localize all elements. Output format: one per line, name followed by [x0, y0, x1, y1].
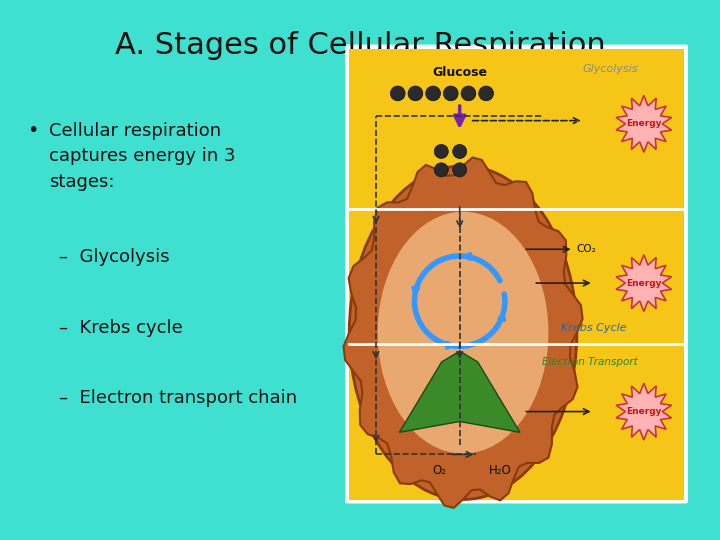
- Bar: [349, 49, 684, 500]
- Polygon shape: [616, 255, 672, 312]
- Circle shape: [426, 86, 441, 101]
- Text: A. Stages of Cellular Respiration: A. Stages of Cellular Respiration: [114, 31, 606, 60]
- Text: Electron Transport: Electron Transport: [542, 357, 638, 367]
- Text: –  Krebs cycle: – Krebs cycle: [59, 319, 183, 336]
- Circle shape: [434, 163, 449, 177]
- Circle shape: [453, 144, 467, 158]
- Circle shape: [434, 144, 449, 158]
- Text: –  Glycolysis: – Glycolysis: [59, 248, 170, 266]
- Circle shape: [453, 163, 467, 177]
- Text: Glucose: Glucose: [432, 66, 487, 79]
- Text: Energy: Energy: [626, 407, 662, 416]
- Text: O₂: O₂: [433, 464, 446, 477]
- Polygon shape: [400, 351, 520, 433]
- Text: –  Electron transport chain: – Electron transport chain: [59, 389, 297, 407]
- Circle shape: [479, 86, 493, 101]
- Ellipse shape: [349, 166, 577, 500]
- Text: Energy: Energy: [626, 119, 662, 129]
- Circle shape: [390, 86, 405, 101]
- Text: •: •: [27, 122, 39, 140]
- Circle shape: [461, 86, 476, 101]
- Text: Glycolysis: Glycolysis: [582, 64, 638, 75]
- Polygon shape: [616, 96, 672, 152]
- Text: Energy: Energy: [626, 279, 662, 288]
- Circle shape: [444, 86, 458, 101]
- Polygon shape: [616, 383, 672, 440]
- Text: Krebs Cycle: Krebs Cycle: [561, 323, 626, 333]
- Text: Cellular respiration
captures energy in 3
stages:: Cellular respiration captures energy in …: [49, 122, 235, 191]
- Text: H₂O: H₂O: [488, 464, 511, 477]
- Ellipse shape: [378, 212, 549, 454]
- Polygon shape: [343, 158, 582, 508]
- Circle shape: [408, 86, 423, 101]
- FancyBboxPatch shape: [345, 45, 688, 503]
- Text: CO₂: CO₂: [577, 244, 597, 254]
